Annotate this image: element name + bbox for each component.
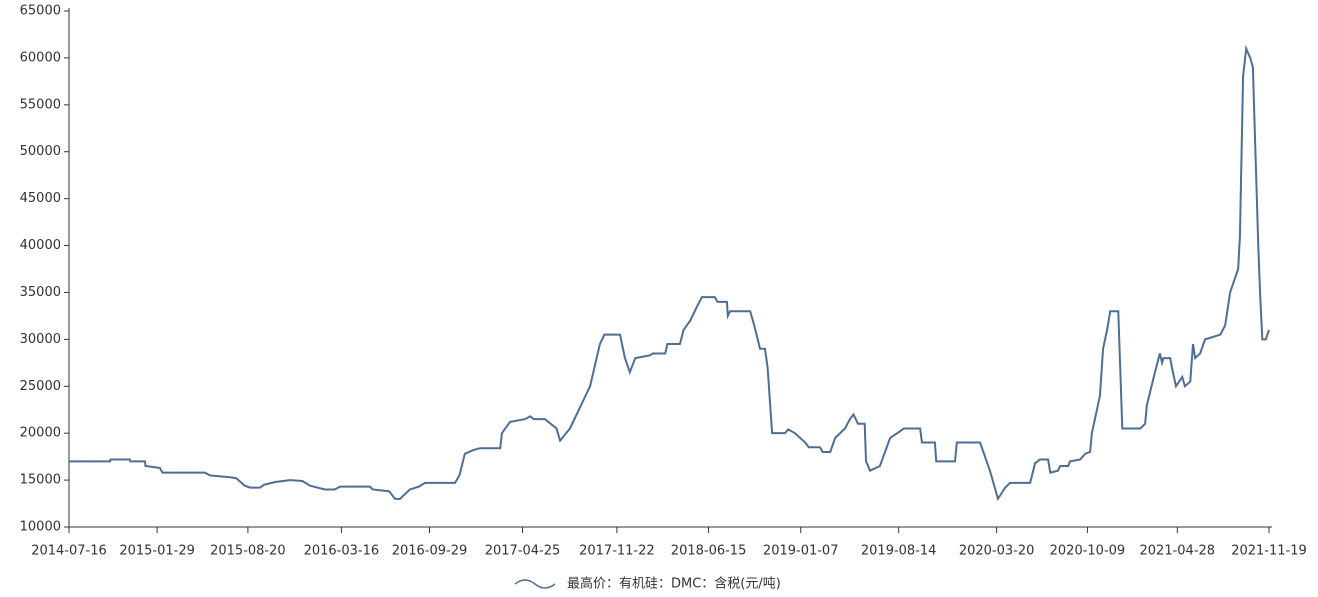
- x-tick-label: 2020-03-20: [959, 544, 1035, 559]
- y-tick-label: 40000: [20, 238, 61, 253]
- y-tick-label: 10000: [20, 520, 61, 535]
- y-tick-label: 55000: [20, 97, 61, 112]
- y-tick-label: 25000: [20, 379, 61, 394]
- x-tick-label: 2014-07-16: [31, 544, 107, 559]
- x-tick-label: 2018-06-15: [671, 544, 747, 559]
- legend-label: 最高价：有机硅：DMC：含税(元/吨): [567, 576, 781, 592]
- y-tick-label: 30000: [20, 332, 61, 347]
- x-tick-label: 2015-01-29: [119, 544, 195, 559]
- y-tick-label: 35000: [20, 285, 61, 300]
- x-tick-label: 2016-09-29: [392, 544, 468, 559]
- y-tick-label: 45000: [20, 191, 61, 206]
- line: [69, 44, 1270, 502]
- x-tick-label: 2021-04-28: [1140, 544, 1216, 559]
- y-tick-label: 65000: [20, 4, 61, 19]
- x-tick-label: 2020-10-09: [1050, 544, 1126, 559]
- x-tick-label: 2017-11-22: [579, 544, 655, 559]
- legend-icon: [514, 579, 556, 589]
- x-tick-label: 2015-08-20: [210, 544, 286, 559]
- x-tick-label: 2019-01-07: [763, 544, 839, 559]
- y-tick-label: 60000: [20, 50, 61, 65]
- y-tick-label: 15000: [20, 473, 61, 488]
- y-tick-label: 20000: [20, 426, 61, 441]
- y-tick-label: 50000: [20, 144, 61, 159]
- x-tick-label: 2016-03-16: [304, 544, 380, 559]
- x-tick-label: 2021-11-19: [1231, 544, 1307, 559]
- x-tick-label: 2017-04-25: [485, 544, 561, 559]
- x-tick-label: 2019-08-14: [861, 544, 937, 559]
